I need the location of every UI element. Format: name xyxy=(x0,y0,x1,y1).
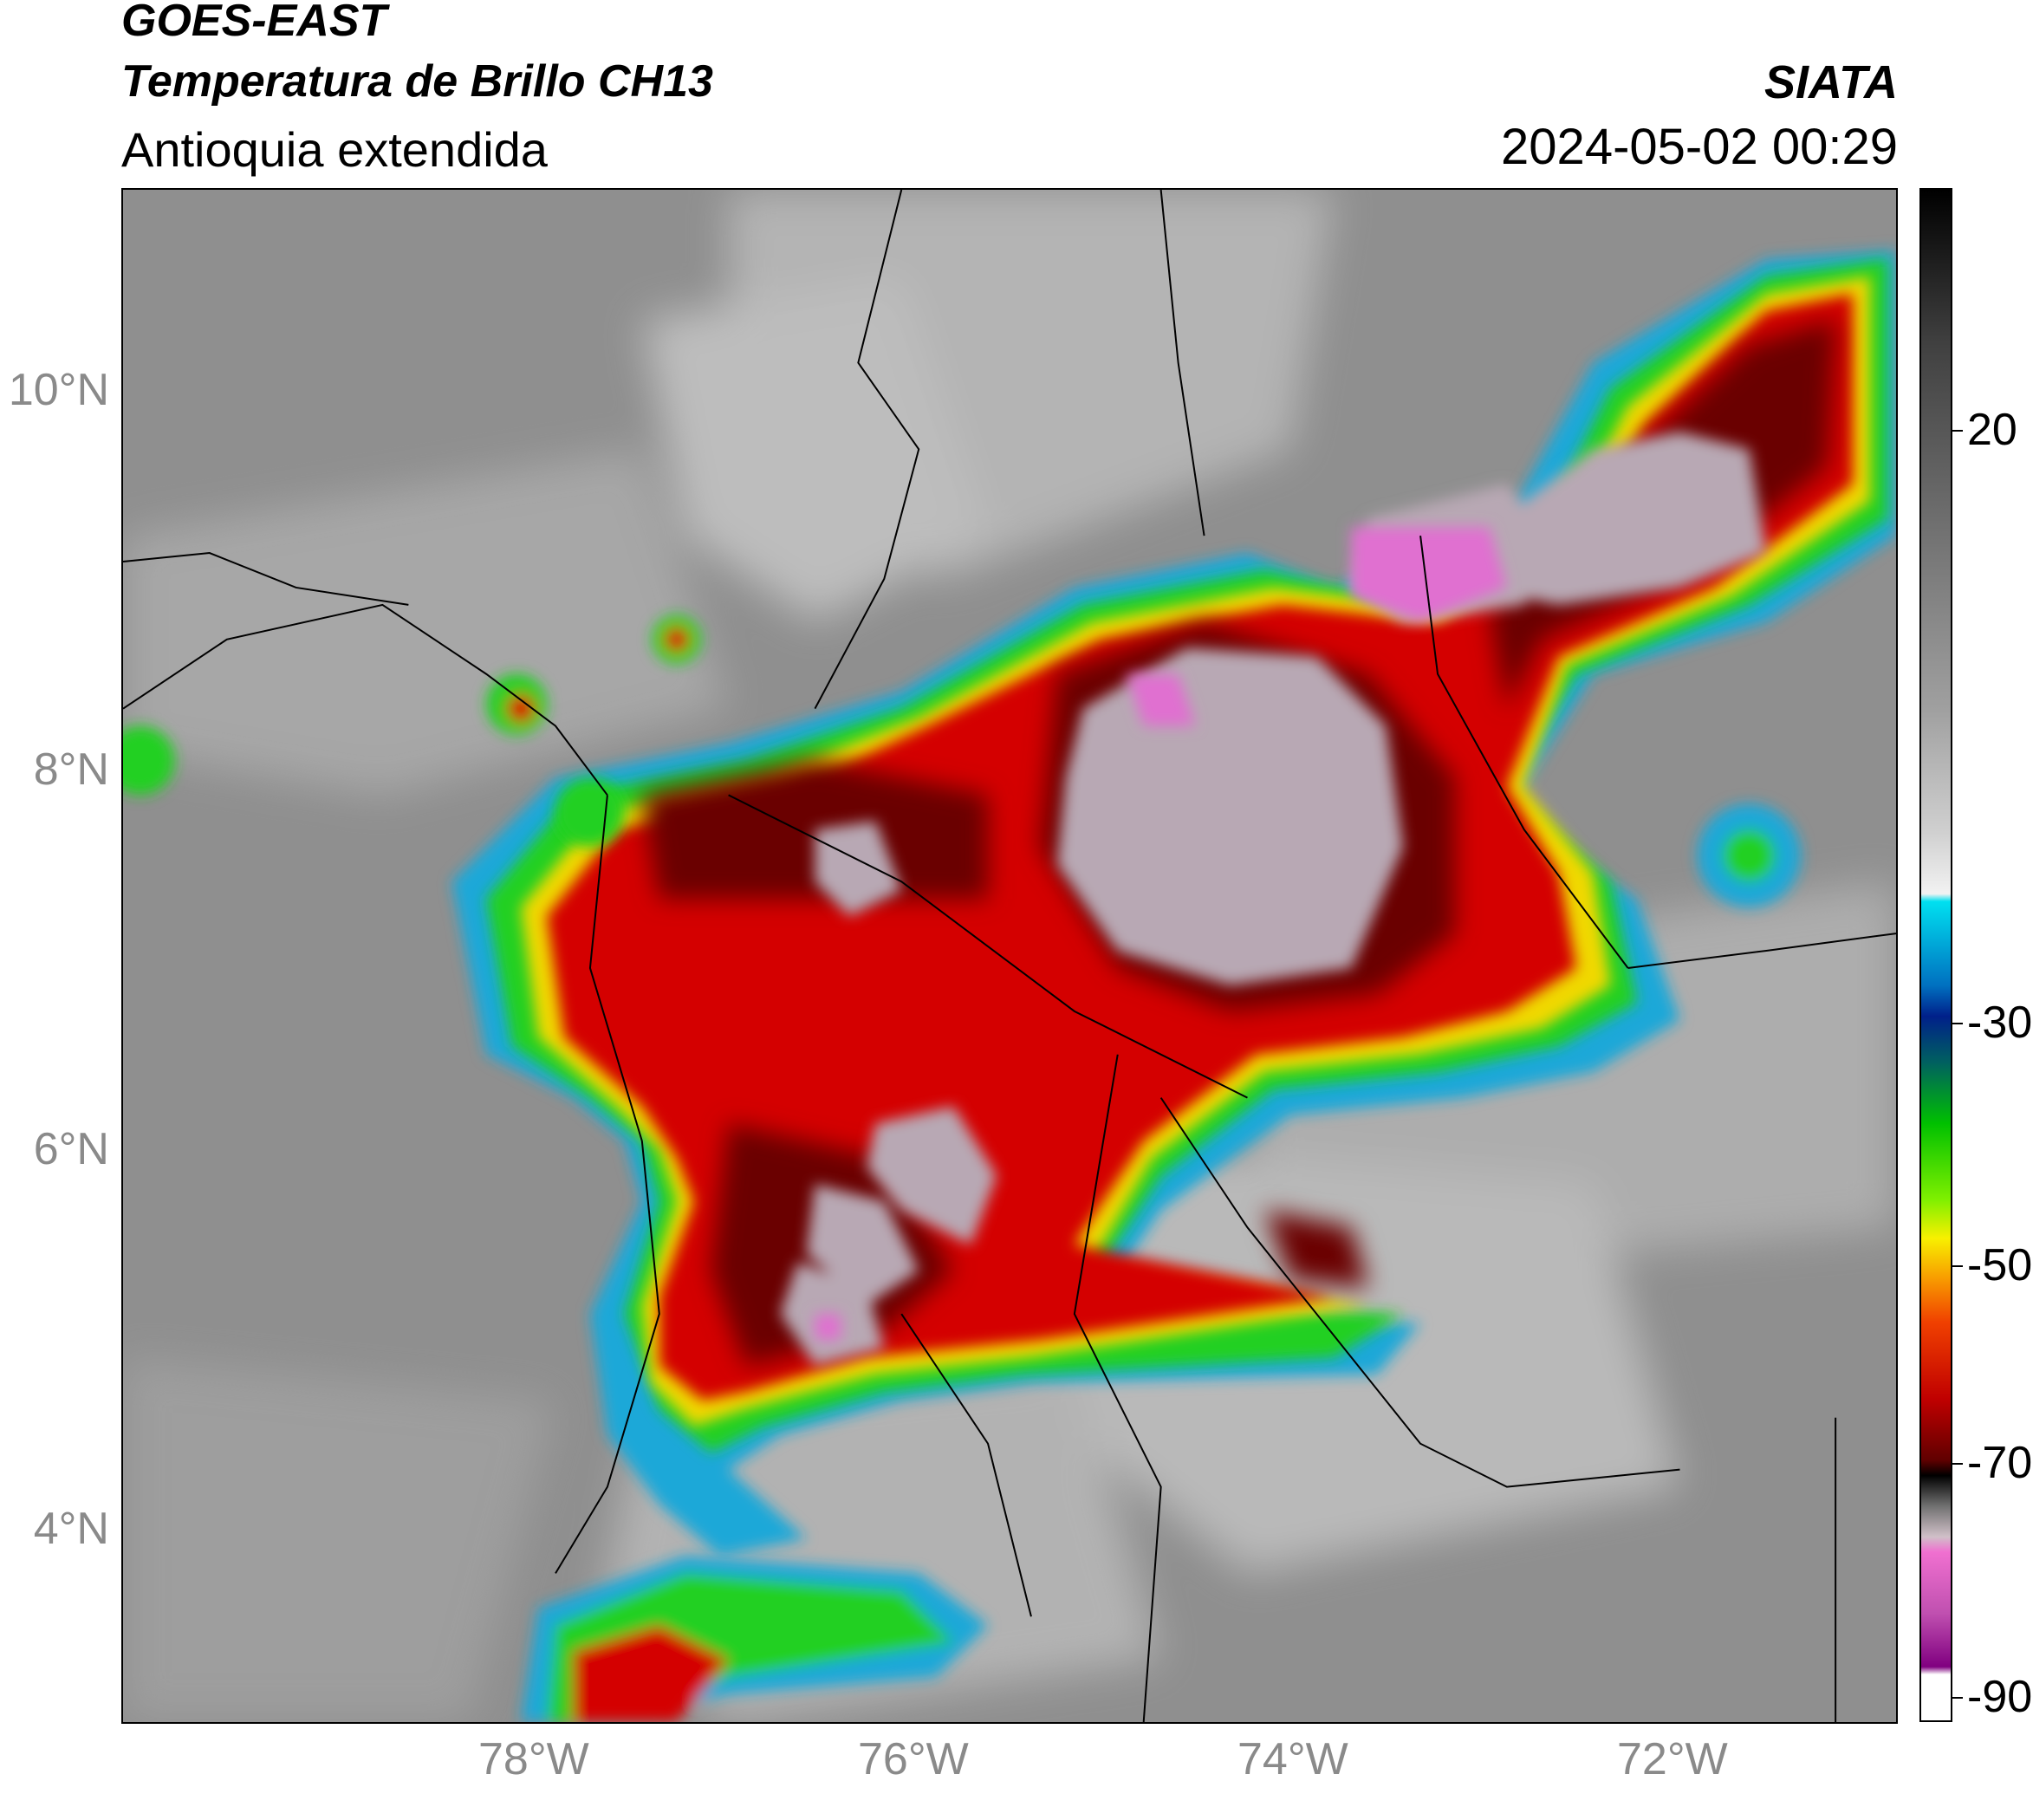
product-title: Temperatura de Brillo CH13 xyxy=(121,56,713,107)
lon-tick-78w: 78°W xyxy=(478,1734,589,1784)
storm-southwest xyxy=(521,1556,989,1722)
datetime-label: 2024-05-02 00:29 xyxy=(1501,119,1898,175)
colorbar-tick-minus90: -90 xyxy=(1967,1672,2033,1722)
small-cells xyxy=(123,614,1802,908)
colorbar-tick-mark xyxy=(1952,1697,1963,1699)
colorbar-tick-mark xyxy=(1952,1023,1963,1024)
lat-tick-10n: 10°N xyxy=(8,365,109,415)
lon-tick-76w: 76°W xyxy=(858,1734,969,1784)
colorbar xyxy=(1919,188,1952,1722)
colorbar-tick-minus70: -70 xyxy=(1967,1438,2033,1488)
colorbar-tick-20: 20 xyxy=(1967,405,2017,455)
lat-tick-6n: 6°N xyxy=(33,1124,109,1174)
region-subtitle: Antioquia extendida xyxy=(121,122,548,177)
satellite-title: GOES-EAST xyxy=(121,0,387,46)
colorbar-tick-minus30: -30 xyxy=(1967,998,2033,1048)
colorbar-tick-minus50: -50 xyxy=(1967,1240,2033,1290)
map-canvas xyxy=(123,190,1896,1722)
colorbar-tick-mark xyxy=(1952,1463,1963,1465)
lon-tick-72w: 72°W xyxy=(1617,1734,1728,1784)
lat-tick-4n: 4°N xyxy=(33,1504,109,1554)
lat-tick-8n: 8°N xyxy=(33,744,109,795)
overshoot-pink xyxy=(815,527,1507,1340)
colorbar-tick-mark xyxy=(1952,430,1963,432)
admin-borders xyxy=(123,190,1896,1722)
colorbar-tick-mark xyxy=(1952,1265,1963,1267)
agency-label: SIATA xyxy=(1764,56,1898,108)
lon-tick-74w: 74°W xyxy=(1237,1734,1348,1784)
satellite-map xyxy=(121,188,1898,1724)
